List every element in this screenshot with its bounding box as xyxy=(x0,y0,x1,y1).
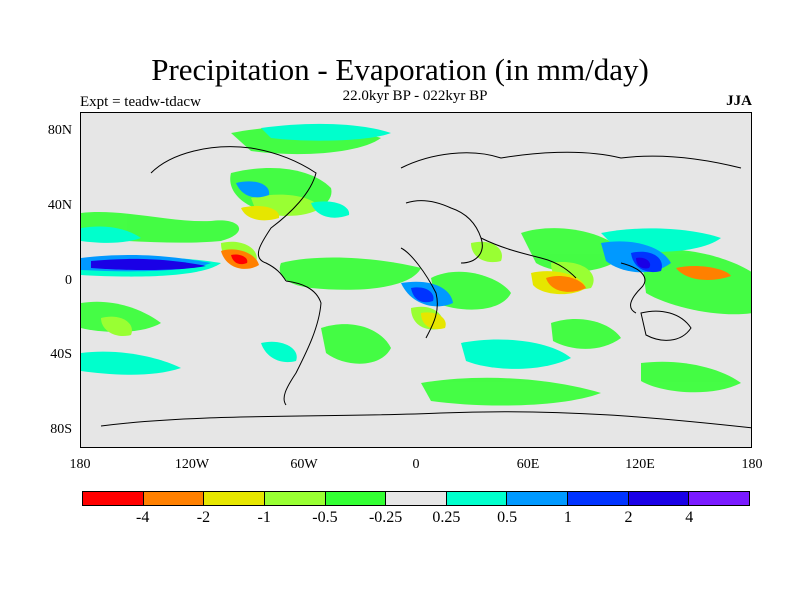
map-field-svg xyxy=(81,123,751,429)
colorbar-cell xyxy=(83,492,144,505)
lon-label-180e: 180 xyxy=(741,457,763,472)
colorbar-cell xyxy=(264,492,326,505)
lat-label-0: 0 xyxy=(65,273,72,288)
colorbar-tick-label: -1 xyxy=(257,509,271,526)
colorbar-cell xyxy=(568,492,629,505)
lon-label-120w: 120W xyxy=(174,457,210,472)
lon-label-60e: 60E xyxy=(516,457,540,472)
colorbar-tick-label: -0.5 xyxy=(312,509,338,526)
coastlines xyxy=(100,146,751,429)
experiment-label: Expt = teadw-tdacw xyxy=(80,94,201,110)
lon-label-0: 0 xyxy=(412,457,420,472)
colorbar-tick-label: -4 xyxy=(136,509,150,526)
colorbar-tick-label: 0.5 xyxy=(497,509,518,526)
colorbar-cell xyxy=(386,492,447,505)
lat-label-40s: 40S xyxy=(50,347,72,362)
field-cyan-areas xyxy=(81,123,721,375)
colorbar-tick-label: 0.25 xyxy=(432,509,461,526)
colorbar-cell xyxy=(325,492,387,505)
colorbar-cell xyxy=(204,492,265,505)
colorbar-cell xyxy=(628,492,690,505)
lat-label-40n: 40N xyxy=(47,198,72,213)
colorbar-tick-label: 4 xyxy=(685,509,694,526)
colorbar-cell xyxy=(507,492,569,505)
colorbar-tick-label: -0.25 xyxy=(368,509,403,526)
colorbar-cell xyxy=(689,492,750,505)
colorbar-tick-label: 1 xyxy=(563,509,572,526)
field-orange-red-areas xyxy=(221,249,731,292)
season-label: JJA xyxy=(726,93,752,109)
lon-label-180w: 180 xyxy=(69,457,91,472)
colorbar-cell xyxy=(143,492,205,505)
lat-label-80n: 80N xyxy=(47,123,72,138)
field-darkblue-areas xyxy=(91,251,662,303)
colorbar-tick-label: 2 xyxy=(624,509,633,526)
lat-label-80s: 80S xyxy=(50,422,72,437)
field-green-areas xyxy=(81,126,751,406)
lon-label-60w: 60W xyxy=(290,457,318,472)
map-panel xyxy=(80,112,752,448)
colorbar xyxy=(82,491,750,506)
plot-title: Precipitation - Evaporation (in mm/day) xyxy=(151,52,649,87)
colorbar-tick-label: -2 xyxy=(196,509,211,526)
colorbar-cell xyxy=(446,492,508,505)
plot-subtitle: 22.0kyr BP - 022kyr BP xyxy=(342,88,488,104)
lon-label-120e: 120E xyxy=(625,457,655,472)
